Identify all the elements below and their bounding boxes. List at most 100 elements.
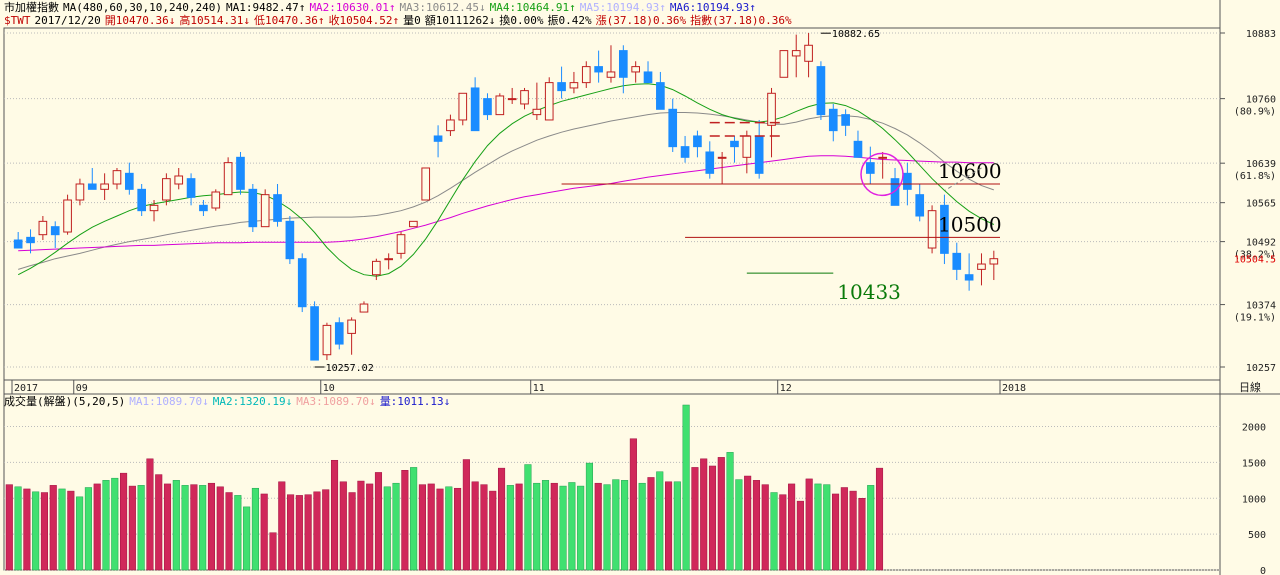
- volume-bar: [49, 485, 57, 571]
- time-tick-label: 12: [780, 383, 792, 394]
- volume-bar: [330, 459, 339, 571]
- volume-bar: [366, 483, 374, 571]
- volume-bar: [849, 490, 857, 571]
- candle-up: [804, 44, 813, 62]
- quote-label-9: 振0.42%: [547, 14, 592, 27]
- volume-bar: [374, 472, 383, 571]
- candle-up: [458, 92, 468, 121]
- volume-bar: [278, 481, 286, 571]
- volume-bar: [700, 458, 708, 571]
- candle-up: [779, 50, 789, 78]
- volume-bar: [761, 484, 769, 571]
- candle-down: [828, 108, 838, 132]
- fib-level-label: (38.2%): [1234, 250, 1276, 261]
- price-tick-label: 10760: [1246, 95, 1276, 106]
- volume-bar: [5, 484, 13, 571]
- volume-bar: [295, 495, 303, 571]
- volume-bar: [76, 496, 84, 571]
- candle-up: [260, 194, 270, 228]
- candle-down: [236, 156, 245, 190]
- price-header-line-1: 市加權指數 MA(480,60,30,10,240,240) MA1:9482.47…: [4, 1, 760, 14]
- volume-bar: [383, 486, 391, 571]
- candle-up: [359, 303, 369, 313]
- level-label-10433: 10433: [837, 280, 901, 304]
- candle-down: [668, 108, 678, 148]
- candle-up: [149, 204, 159, 212]
- volume-bar: [744, 475, 752, 571]
- price-tick-label: 10565: [1246, 199, 1276, 210]
- candle-up: [322, 324, 332, 356]
- price-header-line-2: $TWT 2017/12/20 開10470.36↓ 高10514.31↓ 低10470…: [4, 14, 796, 27]
- time-tick-label: 2017: [14, 383, 38, 394]
- volume-bar: [58, 488, 66, 571]
- candle-up: [977, 263, 986, 270]
- candle-down: [186, 178, 196, 198]
- candle-up: [112, 170, 122, 185]
- quote-label-6: 量0: [403, 14, 421, 27]
- volume-bar: [445, 486, 453, 571]
- quote-label-1: 2017/12/20: [34, 14, 101, 27]
- candle-down: [705, 151, 715, 174]
- quote-label-10: 漲(37.18)0.36%: [595, 14, 687, 27]
- volume-bar: [163, 483, 172, 571]
- volume-tick-label: 0: [1260, 566, 1266, 575]
- volume-bar: [875, 467, 884, 571]
- price-tick-label: 10883: [1246, 29, 1276, 40]
- volume-bar: [577, 485, 585, 571]
- volume-bar: [348, 492, 356, 571]
- candle-down: [816, 66, 826, 116]
- indicator-label-7: MA6:10194.93↑: [669, 1, 756, 14]
- candle-down: [964, 274, 974, 281]
- volume-bar: [559, 485, 567, 571]
- highlight-circle: [860, 152, 904, 197]
- volume-bar: [779, 494, 787, 571]
- volume-bar: [14, 486, 22, 571]
- candle-down: [890, 178, 900, 206]
- candle-up: [520, 90, 529, 105]
- candle-down: [594, 66, 603, 73]
- candle-up: [742, 135, 752, 158]
- volume-label-3: MA3:1089.70↓: [296, 395, 376, 408]
- volume-tick-label: 1500: [1242, 458, 1266, 469]
- volume-bar: [515, 483, 523, 571]
- indicator-label-5: MA4:10464.91↑: [489, 1, 576, 14]
- volume-bar: [322, 489, 330, 571]
- indicator-label-0: 市加權指數: [4, 1, 59, 14]
- candle-up: [507, 98, 517, 101]
- candle-down: [754, 135, 764, 174]
- volume-bar: [357, 480, 365, 571]
- candle-up: [174, 175, 184, 185]
- time-tick-label: 2018: [1002, 383, 1026, 394]
- volume-bar: [832, 493, 840, 571]
- volume-bar: [550, 482, 558, 571]
- volume-bar: [691, 467, 699, 571]
- volume-bar: [673, 481, 681, 571]
- candle-up: [989, 258, 999, 265]
- candle-up: [927, 210, 937, 249]
- volume-bar: [603, 484, 611, 571]
- candle-down: [310, 306, 319, 361]
- level-label-10600: 10600: [938, 159, 1002, 183]
- volume-bar: [339, 481, 347, 571]
- candle-up: [384, 258, 394, 261]
- volume-bar: [225, 492, 233, 571]
- volume-label-0: 成交量(解盤)(5,20,5): [4, 395, 126, 408]
- candle-up: [421, 167, 431, 201]
- volume-bar: [541, 480, 550, 571]
- candle-down: [285, 220, 295, 260]
- volume-bar: [612, 479, 620, 571]
- volume-bar: [84, 487, 92, 571]
- volume-bar: [128, 485, 136, 571]
- volume-bar: [497, 467, 506, 571]
- indicator-label-2: MA1:9482.47↑: [225, 1, 306, 14]
- volume-bar: [111, 477, 119, 571]
- extreme-label: 10257.02: [326, 363, 374, 374]
- quote-label-3: 高10514.31↓: [179, 14, 250, 27]
- candle-up: [544, 82, 554, 121]
- volume-bar: [665, 481, 673, 571]
- candle-down: [87, 183, 97, 190]
- candle-down: [50, 226, 60, 236]
- volume-bar: [708, 465, 717, 571]
- candle-down: [865, 162, 875, 174]
